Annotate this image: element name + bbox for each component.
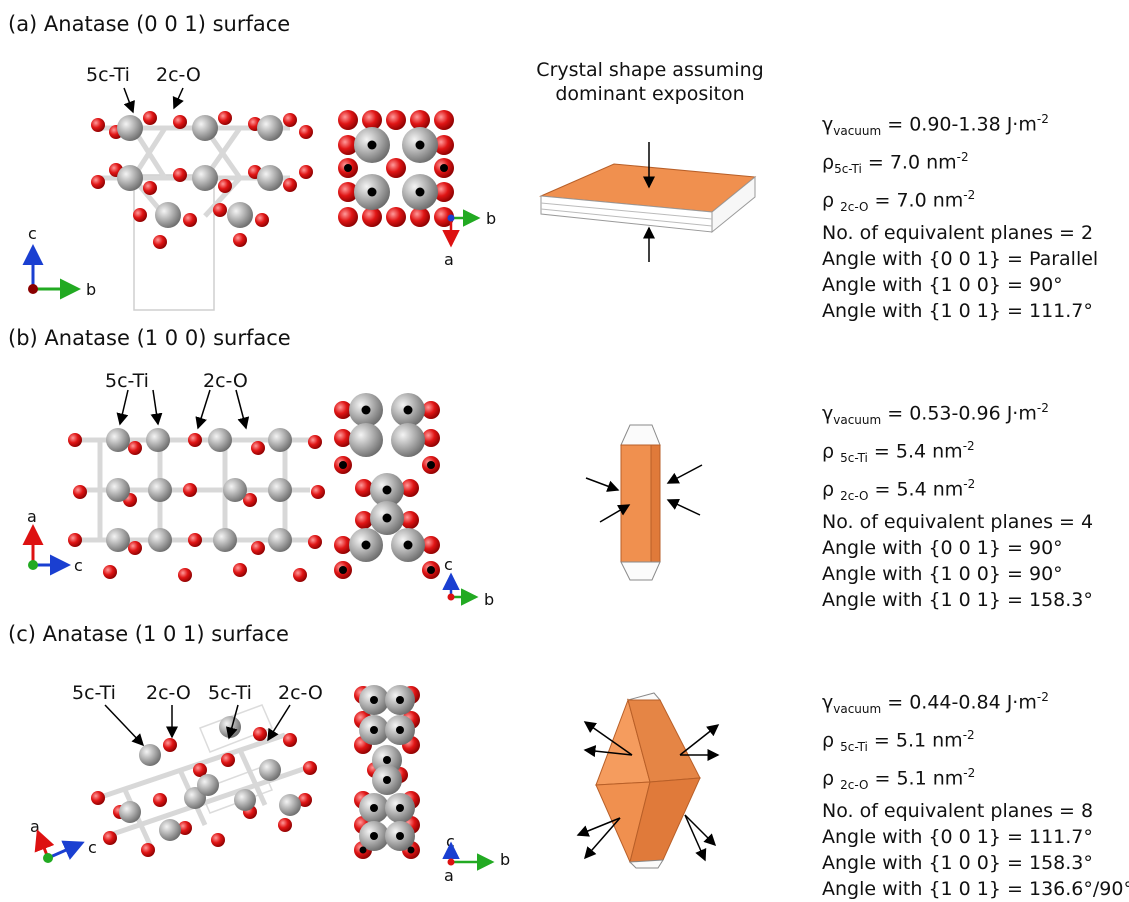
angle-100-line: Angle with {1 0 0} = 90° [822,274,1063,297]
panel-b-properties: γvacuum = 0.53-0.96 J·m-2 ρ 5c-Ti = 5.4 … [822,395,1093,613]
rho-5c-ti-line: ρ5c-Ti = 7.0 nm-2 [822,150,969,177]
panel-b-title: (b) Anatase (1 0 0) surface [8,326,291,350]
panel-a-label-2c-o: 2c-O [156,64,201,86]
panel-b-top-structure [334,393,479,606]
panel-b-side-axis-c: c [74,556,83,575]
panel-a-side-axis-c: c [28,224,37,243]
panel-a-side-axis-b: b [86,280,97,299]
angle-101-line: Angle with {1 0 1} = 111.7° [822,300,1093,323]
gamma-line: γvacuum = 0.90-1.38 J·m-2 [822,112,1049,139]
panel-c-side-axes [34,829,85,863]
panel-b-top-axis-b: b [484,590,495,609]
equivalent-planes-line: No. of equivalent planes = 4 [822,511,1094,534]
equivalent-planes-line: No. of equivalent planes = 2 [822,222,1094,245]
panel-a-top-structure [338,110,481,248]
rho-2c-o-line: ρ 2c-O = 5.1 nm-2 [822,766,976,793]
panel-a-top-axis-b: b [486,209,497,228]
panel-b-top-axis-c: c [444,555,453,574]
rho-5c-ti-line: ρ 5c-Ti = 5.1 nm-2 [822,728,975,755]
panel-b-side-axis-a: a [27,507,37,526]
panel-b-side-structure [68,389,325,582]
panel-c-label-2c-o-2: 2c-O [278,682,323,704]
angle-001-line: Angle with {0 0 1} = Parallel [822,248,1099,271]
crystal-shape-header: Crystal shape assuming dominant exposito… [536,59,764,105]
panel-c-title: (c) Anatase (1 0 1) surface [8,622,289,646]
panel-c-side-structure [91,704,317,857]
panel-c-top-axis-a: a [444,866,454,885]
angle-001-line: Angle with {0 0 1} = 90° [822,537,1063,560]
panel-a-properties: γvacuum = 0.90-1.38 J·m-2 ρ5c-Ti = 7.0 n… [822,106,1098,324]
equivalent-planes-line: No. of equivalent planes = 8 [822,800,1094,823]
panel-a-side-axes [22,244,81,300]
panel-c-top-axis-b: b [500,850,511,869]
angle-100-line: Angle with {1 0 0} = 90° [822,563,1063,586]
rho-5c-ti-line: ρ 5c-Ti = 5.4 nm-2 [822,439,975,466]
panel-c-label-5c-ti-2: 5c-Ti [208,682,252,704]
panel-c-side-axis-a: a [30,817,40,836]
panel-c-side-axis-c: c [88,838,97,857]
panel-a-side-structure [91,87,313,311]
panel-a-top-axis-a: a [444,250,454,269]
panel-b-label-5c-ti: 5c-Ti [105,370,149,392]
panel-c-label-2c-o-1: 2c-O [146,682,191,704]
panel-c-label-5c-ti-1: 5c-Ti [72,682,116,704]
panel-a-crystal-plate [539,142,757,262]
panel-b-crystal-prism [585,424,703,581]
panel-a-label-5c-ti: 5c-Ti [86,64,130,86]
angle-101-line: Angle with {1 0 1} = 158.3° [822,589,1093,612]
rho-2c-o-line: ρ 2c-O = 5.4 nm-2 [822,477,976,504]
panel-c-top-structure [354,685,495,871]
rho-2c-o-line: ρ 2c-O = 7.0 nm-2 [822,188,976,215]
angle-100-line: Angle with {1 0 0} = 158.3° [822,852,1093,875]
gamma-line: γvacuum = 0.44-0.84 J·m-2 [822,690,1049,717]
panel-a-title: (a) Anatase (0 0 1) surface [8,12,291,36]
gamma-line: γvacuum = 0.53-0.96 J·m-2 [822,401,1049,428]
panel-c-crystal-bipyramid [576,692,720,869]
panel-b-side-axes [22,524,71,576]
panel-b-label-2c-o: 2c-O [203,370,248,392]
angle-001-line: Angle with {0 0 1} = 111.7° [822,826,1093,849]
